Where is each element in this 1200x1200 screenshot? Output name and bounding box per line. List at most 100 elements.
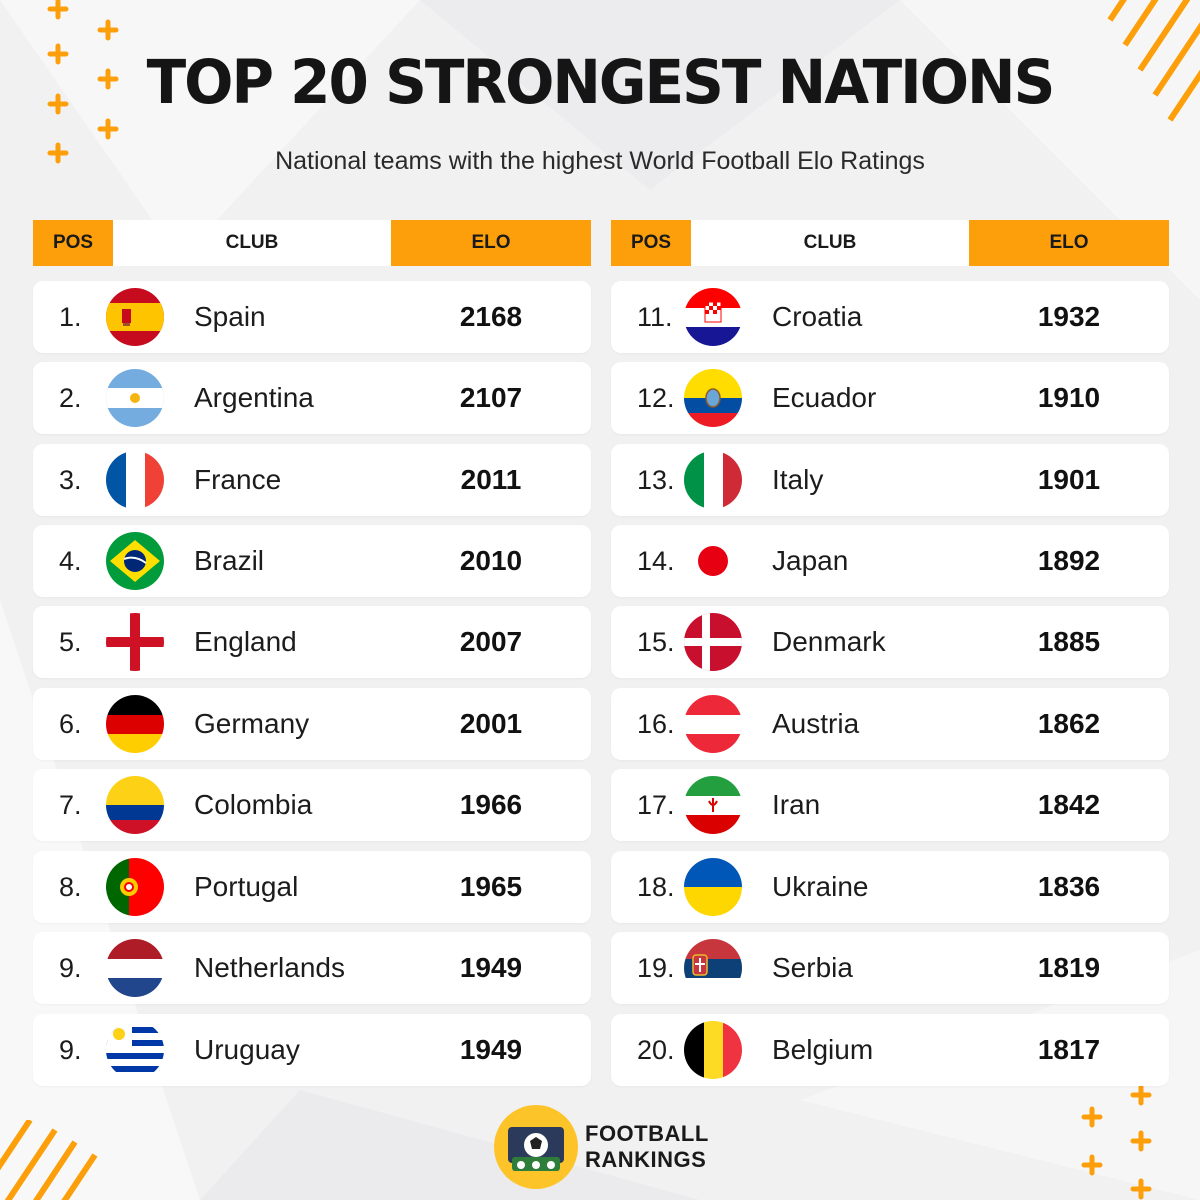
table-row: 9. Netherlands 1949	[33, 932, 591, 1004]
elo-value: 1842	[1037, 789, 1101, 820]
country-name: Iran	[772, 789, 821, 820]
football-rankings-logo-icon	[494, 1105, 578, 1189]
row-position: 3.	[59, 465, 82, 495]
elo-value: 2011	[460, 464, 522, 495]
elo-value: 1901	[1037, 464, 1101, 495]
table-row: 19. Serbia 1819	[611, 932, 1169, 1004]
table-row: 1. Spain 2168	[33, 281, 591, 353]
table-row: 17. Iran 1842	[611, 769, 1169, 841]
header-pos: POS	[33, 220, 113, 266]
country-name: England	[194, 626, 297, 657]
country-name: Japan	[772, 545, 849, 576]
row-position: 15.	[637, 627, 675, 657]
row-position: 19.	[637, 953, 675, 983]
elo-value: 2107	[459, 382, 523, 413]
austria-flag-icon	[684, 695, 742, 753]
elo-value: 2001	[459, 708, 523, 739]
country-name: Ecuador	[772, 382, 877, 413]
brazil-flag-icon	[106, 532, 164, 590]
header-club: CLUB	[691, 220, 969, 266]
colombia-flag-icon	[106, 776, 164, 834]
netherlands-flag-icon	[106, 939, 164, 997]
table-row: 7. Colombia 1966	[33, 769, 591, 841]
elo-value: 2168	[459, 301, 523, 332]
row-position: 1.	[59, 302, 82, 332]
row-position: 12.	[637, 383, 675, 413]
country-name: Netherlands	[194, 952, 345, 983]
country-name: Argentina	[194, 382, 314, 413]
table-row: 4. Brazil 2010	[33, 525, 591, 597]
row-position: 6.	[59, 709, 82, 739]
elo-value: 1932	[1037, 301, 1101, 332]
table-row: 14. Japan 1892	[611, 525, 1169, 597]
country-name: Croatia	[772, 301, 863, 332]
elo-value: 1949	[459, 1034, 523, 1065]
brand-line-1: FOOTBALL	[585, 1121, 709, 1146]
elo-value: 1819	[1037, 952, 1101, 983]
country-name: France	[194, 464, 282, 495]
table-row: 11. Croatia 1932	[611, 281, 1169, 353]
country-name: Portugal	[194, 871, 299, 902]
country-name: Germany	[194, 708, 310, 739]
elo-value: 1949	[459, 952, 523, 983]
country-name: Uruguay	[194, 1034, 300, 1065]
elo-value: 1836	[1037, 871, 1101, 902]
table-row: 12. Ecuador 1910	[611, 362, 1169, 434]
table-row: 9. Uruguay 1949	[33, 1014, 591, 1086]
elo-value: 1966	[459, 789, 523, 820]
serbia-flag-icon	[684, 939, 742, 997]
ranking-table-left: POS CLUB ELO 1. Spain 2168 2. Argentina …	[33, 220, 591, 1086]
germany-flag-icon	[106, 695, 164, 753]
country-name: Austria	[772, 708, 860, 739]
elo-value: 2010	[459, 545, 523, 576]
elo-value: 1892	[1037, 545, 1101, 576]
france-flag-icon	[106, 451, 164, 509]
table-row: 16. Austria 1862	[611, 688, 1169, 760]
table-header: POS CLUB ELO	[611, 220, 1169, 266]
elo-value: 1817	[1037, 1034, 1101, 1065]
row-position: 8.	[59, 872, 82, 902]
spain-flag-icon	[106, 288, 164, 346]
stripes-icon	[0, 1120, 98, 1200]
country-name: Brazil	[194, 545, 265, 576]
denmark-flag-icon	[684, 613, 742, 671]
table-row: 5. England 2007	[33, 606, 591, 678]
stripes-icon	[1107, 0, 1200, 122]
country-name: Serbia	[772, 952, 853, 983]
country-name: Denmark	[772, 626, 886, 657]
row-position: 20.	[637, 1035, 675, 1065]
belgium-flag-icon	[684, 1021, 742, 1079]
header-pos: POS	[611, 220, 691, 266]
elo-value: 1910	[1037, 382, 1101, 413]
ukraine-flag-icon	[684, 858, 742, 916]
croatia-flag-icon	[684, 288, 742, 346]
iran-flag-icon	[684, 776, 742, 834]
row-position: 9.	[59, 953, 82, 983]
header-club: CLUB	[113, 220, 391, 266]
header-elo: ELO	[969, 220, 1169, 266]
row-position: 11.	[637, 302, 673, 332]
country-name: Spain	[194, 301, 266, 332]
row-position: 2.	[59, 383, 82, 413]
row-position: 13.	[637, 465, 675, 495]
row-position: 14.	[637, 546, 675, 576]
plus-pattern-icon	[1081, 1085, 1152, 1200]
elo-value: 1965	[459, 871, 523, 902]
italy-flag-icon	[684, 451, 742, 509]
header-elo: ELO	[391, 220, 591, 266]
row-position: 17.	[637, 790, 675, 820]
table-row: 6. Germany 2001	[33, 688, 591, 760]
ranking-table-right: POS CLUB ELO 11. Croatia 1932 12. Ecuado…	[611, 220, 1169, 1086]
japan-flag-icon	[684, 532, 742, 590]
row-position: 5.	[59, 627, 82, 657]
country-name: Belgium	[772, 1034, 874, 1065]
england-flag-icon	[106, 613, 164, 671]
table-row: 18. Ukraine 1836	[611, 851, 1169, 923]
row-position: 4.	[59, 546, 82, 576]
row-position: 9.	[59, 1035, 82, 1065]
portugal-flag-icon	[106, 858, 164, 916]
brand-line-2: RANKINGS	[585, 1147, 707, 1172]
page-title: TOP 20 STRONGEST NATIONS	[146, 46, 1056, 118]
elo-value: 2007	[459, 626, 523, 657]
country-name: Ukraine	[772, 871, 869, 902]
